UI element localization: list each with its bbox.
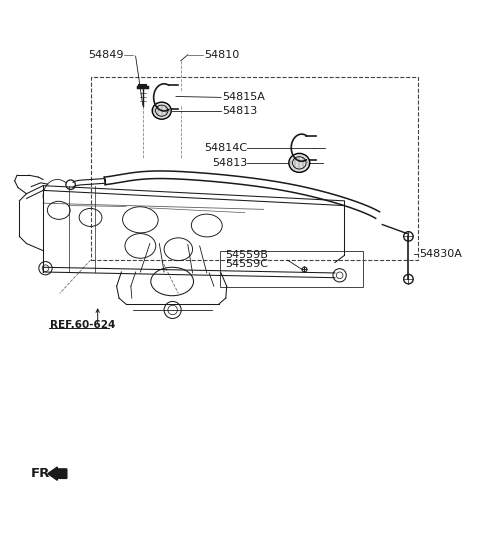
Text: 54559C: 54559C — [225, 259, 268, 269]
Text: 54814C: 54814C — [204, 143, 247, 153]
Ellipse shape — [152, 102, 171, 119]
FancyArrow shape — [48, 467, 67, 480]
Bar — [220, 251, 363, 287]
Text: 54559B: 54559B — [225, 250, 268, 261]
Text: 54830A: 54830A — [420, 249, 462, 259]
Ellipse shape — [289, 153, 310, 172]
Text: 54849: 54849 — [88, 50, 124, 60]
Text: FR.: FR. — [31, 467, 56, 480]
Text: 54813: 54813 — [222, 106, 258, 116]
Text: 54815A: 54815A — [222, 92, 265, 102]
Text: REF.60-624: REF.60-624 — [50, 320, 116, 330]
Text: 54813: 54813 — [212, 158, 247, 168]
Bar — [91, 77, 418, 260]
Text: 54810: 54810 — [204, 50, 240, 60]
